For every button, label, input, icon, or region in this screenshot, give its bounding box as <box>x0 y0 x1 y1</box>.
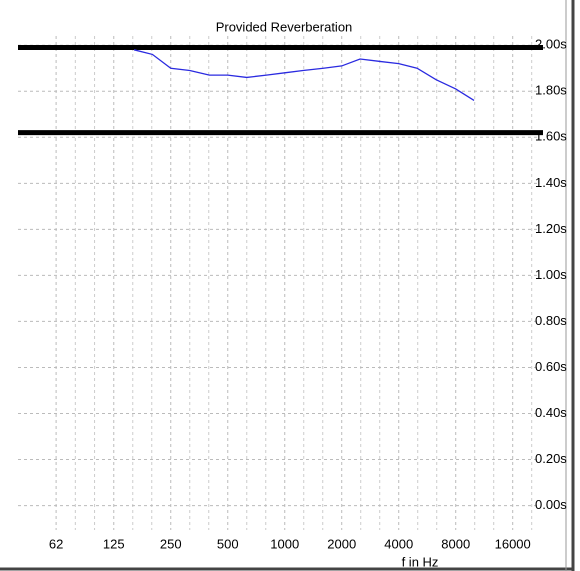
x-tick-label: 1000 <box>270 536 299 551</box>
y-tick-label: 1.40s <box>535 175 567 190</box>
y-tick-label: 0.00s <box>535 497 567 512</box>
y-tick-label: 0.20s <box>535 451 567 466</box>
x-tick-label: 500 <box>217 536 239 551</box>
series-line <box>133 49 475 102</box>
y-tick-label: 1.60s <box>535 129 567 144</box>
y-tick-label: 0.80s <box>535 313 567 328</box>
x-tick-label: 250 <box>160 536 182 551</box>
y-tick-label: 1.20s <box>535 221 567 236</box>
x-tick-label: 16000 <box>495 536 531 551</box>
chart-title: Provided Reverberation <box>216 19 353 34</box>
y-tick-label: 0.40s <box>535 405 567 420</box>
x-tick-label: 4000 <box>384 536 413 551</box>
y-tick-label: 2.00s <box>535 37 567 52</box>
x-tick-label: 8000 <box>441 536 470 551</box>
y-tick-label: 1.00s <box>535 267 567 282</box>
x-tick-label: 2000 <box>327 536 356 551</box>
x-tick-label: 125 <box>103 536 125 551</box>
y-tick-label: 1.80s <box>535 83 567 98</box>
x-tick-label: 62 <box>49 536 63 551</box>
x-axis-label: f in Hz <box>402 554 439 569</box>
y-tick-label: 0.60s <box>535 359 567 374</box>
